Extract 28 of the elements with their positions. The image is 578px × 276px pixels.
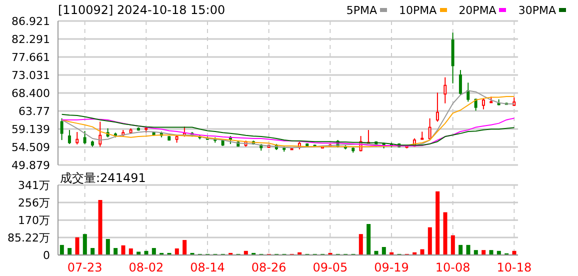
y-tick-label: 59.139	[12, 122, 50, 136]
x-tick-label: 09-19	[374, 260, 409, 275]
legend-label: 5PMA	[346, 4, 378, 16]
text: 成交量:241491	[60, 170, 146, 187]
legend-label: 30PMA	[518, 4, 556, 16]
y-tick-label: 85.22万	[8, 231, 50, 244]
y-tick-label: 82.291	[12, 32, 50, 46]
x-tick-label: 08-02	[128, 260, 164, 275]
y-tick-label: 49.879	[12, 158, 50, 172]
y-tick-label: 68.400	[12, 86, 50, 100]
x-tick-label: 07-23	[67, 260, 102, 275]
y-tick-label: 86.921	[12, 14, 50, 28]
y-tick-label: 77.661	[12, 50, 50, 64]
y-tick-label: 0	[43, 248, 50, 262]
x-tick-label: 10-18	[496, 260, 532, 275]
y-tick-label: 170万	[18, 214, 50, 228]
x-tick-label: 10-08	[435, 260, 470, 275]
y-tick-label: 341万	[18, 178, 50, 192]
y-tick-label: 54.509	[12, 140, 50, 154]
legend-label: 10PMA	[399, 4, 437, 16]
y-tick-label: 63.77	[18, 104, 50, 118]
chart-title: [110092] 2024-10-18 15:00	[58, 3, 226, 17]
x-tick-label: 08-14	[190, 260, 225, 275]
legend-label: 20PMA	[458, 4, 496, 16]
y-tick-label: 73.031	[12, 68, 50, 82]
y-tick-label: 256万	[18, 196, 50, 210]
x-tick-label: 09-05	[312, 260, 348, 275]
x-tick-label: 08-26	[251, 260, 286, 275]
